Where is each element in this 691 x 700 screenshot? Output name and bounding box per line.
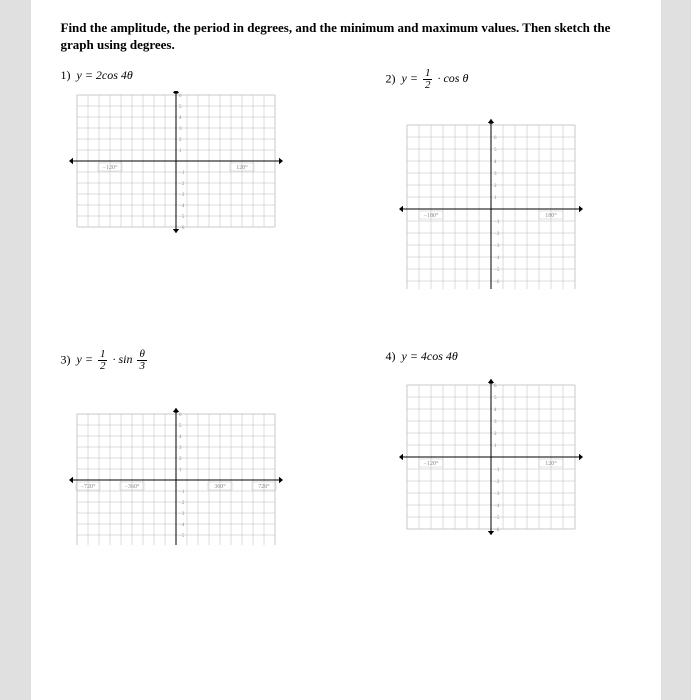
problem-3-eq-prefix: y = bbox=[77, 352, 93, 366]
problem-3-eq-mid: · sin bbox=[112, 352, 135, 366]
svg-text:−1: −1 bbox=[494, 220, 500, 225]
svg-text:−6: −6 bbox=[179, 226, 185, 231]
fraction-numerator: 1 bbox=[98, 349, 108, 361]
problem-1-eq-text: y = 2cos 4 bbox=[77, 68, 127, 82]
svg-text:−120°: −120° bbox=[423, 460, 438, 467]
problem-4-eq-text: y = 4cos 4 bbox=[402, 349, 452, 363]
problem-1-theta: θ bbox=[127, 68, 133, 82]
svg-text:−1: −1 bbox=[179, 171, 185, 176]
svg-text:−2: −2 bbox=[494, 480, 500, 485]
problem-1-equation: 1) y = 2cos 4θ bbox=[61, 68, 346, 83]
svg-text:120°: 120° bbox=[545, 460, 557, 467]
svg-text:−4: −4 bbox=[179, 523, 185, 528]
fraction-denominator: 3 bbox=[137, 361, 147, 372]
problem-3-fraction-2: θ3 bbox=[137, 349, 147, 372]
fraction-numerator: 1 bbox=[423, 68, 433, 80]
svg-text:−720°: −720° bbox=[80, 483, 95, 490]
svg-text:−2: −2 bbox=[179, 501, 185, 506]
svg-text:−5: −5 bbox=[494, 516, 500, 521]
problems-container: 1) y = 2cos 4θ 654321−1−2−3−4−5−6−120°12… bbox=[61, 68, 631, 545]
svg-text:−6: −6 bbox=[494, 280, 500, 285]
problem-4-theta: θ bbox=[452, 349, 458, 363]
svg-text:−4: −4 bbox=[179, 204, 185, 209]
svg-text:−2: −2 bbox=[494, 232, 500, 237]
svg-text:−3: −3 bbox=[494, 492, 500, 497]
problem-2-number: 2) bbox=[386, 71, 396, 85]
svg-text:−360°: −360° bbox=[124, 483, 139, 490]
svg-text:−5: −5 bbox=[179, 215, 185, 220]
problem-1: 1) y = 2cos 4θ 654321−1−2−3−4−5−6−120°12… bbox=[61, 68, 346, 289]
problem-1-grid: 654321−1−2−3−4−5−6−120°120° bbox=[61, 91, 291, 256]
problem-3-number: 3) bbox=[61, 352, 71, 366]
fraction-denominator: 2 bbox=[423, 80, 433, 91]
problem-4: 4) y = 4cos 4θ 654321−1−2−3−4−5−6−120°12… bbox=[346, 349, 631, 545]
problem-2-theta: θ bbox=[462, 71, 468, 85]
worksheet-page: Find the amplitude, the period in degree… bbox=[31, 0, 661, 700]
fraction-denominator: 2 bbox=[98, 361, 108, 372]
svg-text:−6: −6 bbox=[494, 528, 500, 533]
problem-4-number: 4) bbox=[386, 349, 396, 363]
svg-text:−3: −3 bbox=[179, 512, 185, 517]
instructions-text: Find the amplitude, the period in degree… bbox=[61, 20, 631, 54]
svg-text:−4: −4 bbox=[494, 504, 500, 509]
svg-text:−5: −5 bbox=[179, 534, 185, 539]
svg-text:−120°: −120° bbox=[102, 164, 117, 171]
svg-text:−1: −1 bbox=[494, 468, 500, 473]
problem-3-equation: 3) y = 12 · sin θ3 bbox=[61, 349, 346, 372]
svg-text:−2: −2 bbox=[179, 182, 185, 187]
svg-text:360°: 360° bbox=[214, 483, 226, 490]
problem-2-fraction: 12 bbox=[423, 68, 433, 91]
svg-text:−3: −3 bbox=[179, 193, 185, 198]
svg-text:−5: −5 bbox=[494, 268, 500, 273]
problem-2: 2) y = 12 · cos θ 654321−1−2−3−4−5−6−180… bbox=[346, 68, 631, 289]
problem-4-grid: 654321−1−2−3−4−5−6−120°120° bbox=[386, 372, 596, 537]
svg-text:−1: −1 bbox=[179, 490, 185, 495]
fraction-numerator: θ bbox=[137, 349, 147, 361]
problem-2-eq-prefix: y = bbox=[402, 71, 418, 85]
problem-3-grid: 654321−1−2−3−4−5−6−720°−360°360°720° bbox=[61, 380, 291, 545]
svg-text:−4: −4 bbox=[494, 256, 500, 261]
problem-2-equation: 2) y = 12 · cos θ bbox=[386, 68, 631, 91]
problem-3-fraction-1: 12 bbox=[98, 349, 108, 372]
svg-text:−3: −3 bbox=[494, 244, 500, 249]
problem-4-equation: 4) y = 4cos 4θ bbox=[386, 349, 631, 364]
problem-3: 3) y = 12 · sin θ3 654321−1−2−3−4−5−6−72… bbox=[61, 349, 346, 545]
problem-1-number: 1) bbox=[61, 68, 71, 82]
problem-2-eq-suffix: · cos bbox=[437, 71, 462, 85]
svg-text:120°: 120° bbox=[236, 164, 248, 171]
svg-text:720°: 720° bbox=[258, 483, 270, 490]
svg-text:−180°: −180° bbox=[423, 212, 438, 219]
svg-text:180°: 180° bbox=[545, 212, 557, 219]
problem-2-grid: 654321−1−2−3−4−5−6−180°180° bbox=[386, 99, 596, 289]
